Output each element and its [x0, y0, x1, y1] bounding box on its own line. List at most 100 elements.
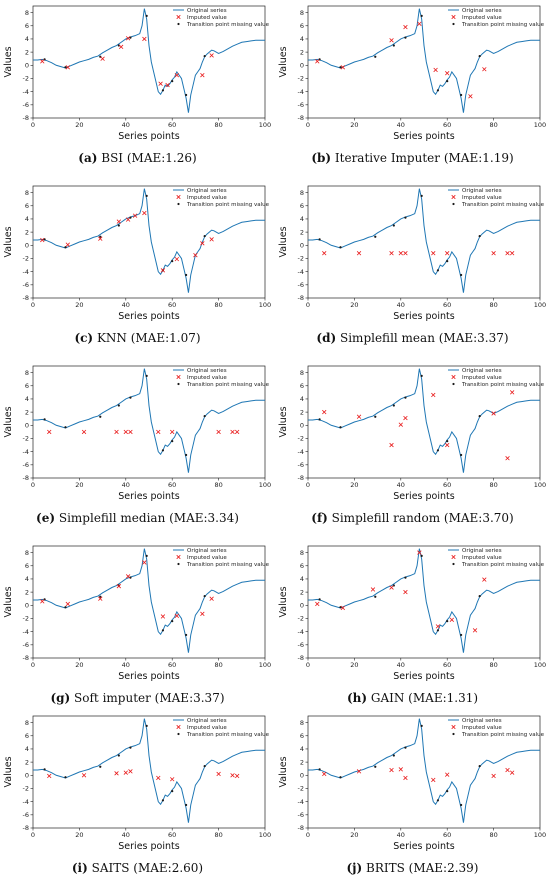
imputed-point [509, 390, 515, 395]
x-tick-label: 40 [397, 121, 405, 129]
x-tick-label: 20 [75, 831, 83, 839]
imputed-point [340, 65, 345, 70]
chart-panel: 0 20 40 60 80 100 -8 -6 -4 -2 0 2 4 6 8 Series points Va… [275, 710, 550, 885]
transition-point [404, 216, 407, 219]
x-tick-label: 40 [122, 481, 130, 489]
imputed-point [114, 429, 119, 435]
y-tick-label: -8 [23, 114, 29, 122]
x-tick-label: 80 [489, 301, 497, 309]
transition-point [436, 269, 440, 272]
chart-panel: 0 20 40 60 80 100 -8 -6 -4 -2 0 2 4 6 8 Series points Va… [275, 360, 550, 535]
y-tick-label: -8 [23, 654, 29, 662]
transition-point [318, 238, 321, 241]
chart-svg: 0 20 40 60 80 100 -8 -6 -4 -2 0 2 4 6 8 Series points Va… [3, 365, 271, 502]
y-tick-label: 0 [300, 421, 304, 429]
x-tick-label: 80 [489, 831, 497, 839]
y-tick-label: -4 [298, 448, 304, 456]
x-axis-label: Series points [393, 311, 454, 322]
transition-point [318, 598, 321, 601]
imputed-point [170, 777, 175, 782]
transition-point [203, 234, 206, 238]
y-tick-label: 8 [300, 9, 304, 17]
chart-svg: 0 20 40 60 80 100 -8 -6 -4 -2 0 2 4 6 8 Series points Va… [3, 715, 271, 852]
y-tick-label: 8 [25, 549, 29, 557]
x-tick-label: 40 [122, 301, 130, 309]
caption-text: GAIN (MAE:1.31) [370, 691, 479, 705]
x-tick-label: 100 [259, 831, 271, 839]
legend-entry: Original series [187, 188, 227, 194]
imputed-point [403, 251, 408, 256]
legend-entry: Original series [187, 718, 227, 724]
y-tick-label: -6 [23, 641, 29, 649]
y-axis-label: Values [3, 756, 14, 787]
caption-letter: (j) [346, 861, 363, 875]
caption-letter: (c) [74, 331, 94, 345]
x-tick-label: 0 [31, 121, 35, 129]
transition-point [161, 629, 165, 632]
imputed-point [128, 769, 133, 774]
panel-caption: (i) SAITS (MAE:2.60) [0, 861, 275, 875]
imputed-point [356, 414, 362, 419]
imputed-point [142, 560, 147, 565]
imputed-point [100, 56, 105, 61]
transition-point [460, 803, 463, 807]
transition-point [436, 89, 440, 92]
y-tick-label: 6 [25, 732, 29, 740]
plot-frame [307, 185, 541, 299]
chart-svg: 0 20 40 60 80 100 -8 -6 -4 -2 0 2 4 6 8 Series points Va… [278, 545, 546, 682]
imputed-point [509, 251, 515, 256]
y-tick-label: 4 [25, 575, 29, 583]
transition-point [43, 768, 46, 771]
plot-frame [307, 5, 541, 119]
imputed-point [403, 775, 408, 781]
x-axis-label: Series points [393, 841, 454, 852]
transition-point [145, 724, 148, 727]
y-tick-label: 4 [300, 215, 304, 223]
transition-point [404, 746, 407, 749]
x-tick-label: 0 [306, 661, 310, 669]
imputed-point [81, 773, 87, 778]
legend-entry: Original series [462, 548, 502, 554]
imputed-point [40, 59, 45, 64]
plot-frame [32, 185, 266, 299]
legend-entry: Transition point missing value [186, 732, 270, 738]
imputed-point [356, 251, 362, 256]
transition-point [99, 415, 102, 418]
legend-entry: Original series [462, 8, 502, 14]
caption-text: Soft imputer (MAE:3.37) [74, 691, 225, 705]
imputed-point [389, 767, 394, 773]
transition-point [478, 594, 481, 598]
y-tick-label: 8 [300, 719, 304, 727]
caption-text: Iterative Imputer (MAE:1.19) [334, 151, 514, 165]
x-tick-label: 20 [350, 121, 358, 129]
x-axis-label: Series points [118, 671, 179, 682]
imputed-point [322, 409, 327, 415]
imputed-point [174, 256, 180, 262]
transition-point [185, 93, 188, 97]
x-tick-label: 20 [75, 301, 83, 309]
x-tick-label: 40 [397, 661, 405, 669]
y-tick-label: 0 [25, 421, 29, 429]
x-axis-label: Series points [118, 311, 179, 322]
y-tick-label: 4 [300, 745, 304, 753]
imputed-point [125, 36, 131, 41]
chart-panel: 0 20 40 60 80 100 -8 -6 -4 -2 0 2 4 6 8 Series points Va… [0, 360, 275, 535]
legend-entry: Original series [462, 718, 502, 724]
y-tick-label: 0 [300, 601, 304, 609]
caption-letter: (b) [311, 151, 332, 165]
legend-dot-swatch [452, 732, 455, 736]
y-tick-label: -6 [23, 811, 29, 819]
y-tick-label: 8 [25, 719, 29, 727]
x-tick-label: 0 [306, 301, 310, 309]
caption-letter: (e) [36, 511, 56, 525]
imputed-point [340, 605, 345, 611]
legend-entry: Imputed value [462, 725, 502, 731]
imputed-point [65, 601, 70, 607]
x-tick-label: 40 [122, 661, 130, 669]
y-tick-label: 8 [25, 9, 29, 17]
y-tick-label: 2 [25, 228, 29, 236]
imputed-point [98, 596, 103, 601]
